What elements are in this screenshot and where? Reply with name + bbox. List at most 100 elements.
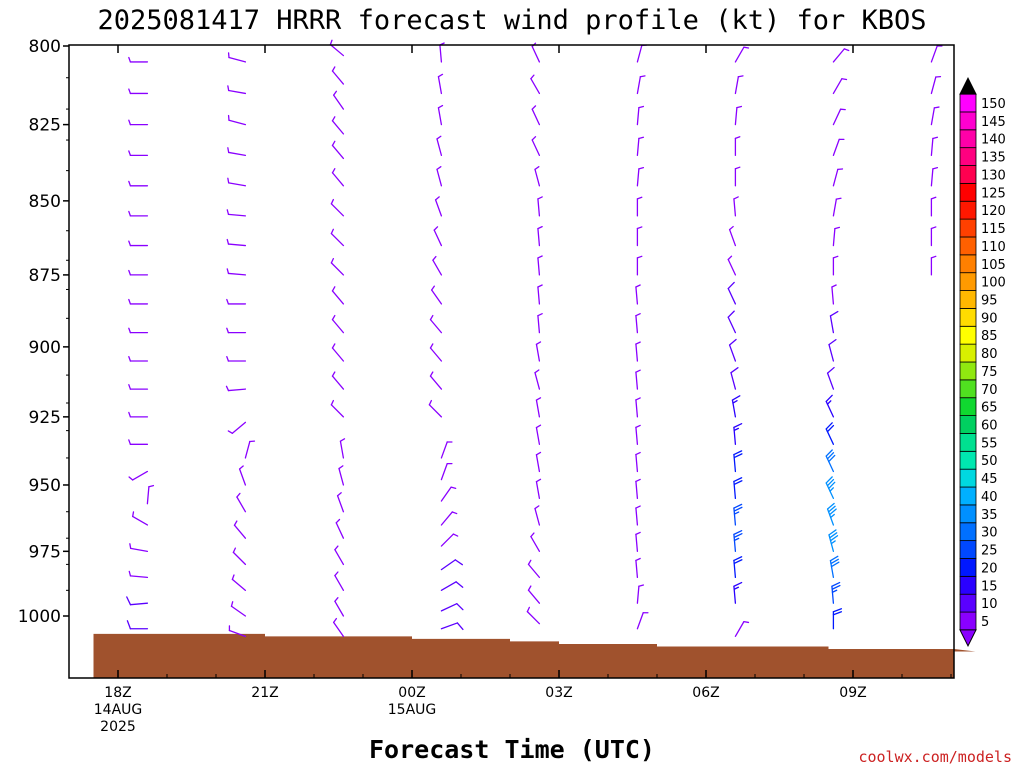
x-tick-label: 03Z	[545, 685, 572, 701]
barb-half-feather	[331, 371, 336, 377]
wind-barb	[332, 617, 345, 638]
wind-barb	[331, 140, 345, 160]
wind-barb	[330, 257, 345, 276]
barb-staff	[228, 629, 247, 638]
barb-feather	[733, 477, 743, 483]
wind-barb	[727, 281, 737, 305]
wind-barb	[636, 136, 645, 157]
barb-half-feather	[226, 355, 230, 362]
barb-half-feather	[635, 531, 641, 536]
wind-barb	[226, 238, 247, 247]
wind-barb	[930, 226, 937, 247]
colorbar-label: 85	[981, 329, 998, 344]
wind-barb	[429, 314, 443, 334]
wind-barb	[128, 240, 149, 247]
barb-staff	[335, 522, 345, 539]
barb-staff	[635, 533, 639, 552]
wind-barb	[231, 574, 247, 591]
wind-barb	[734, 136, 741, 157]
colorbar-swatch	[959, 593, 977, 613]
barb-feather	[832, 608, 843, 613]
wind-barb	[126, 620, 149, 630]
barb-staff	[330, 262, 345, 276]
barb-half-feather	[831, 284, 837, 288]
wind-barb	[331, 116, 345, 135]
barb-staff	[330, 404, 345, 418]
barb-half-feather	[226, 268, 230, 275]
wind-barb	[733, 477, 743, 500]
wind-barb	[635, 451, 641, 473]
colorbar-swatch	[959, 290, 977, 309]
colorbar-label: 55	[981, 436, 998, 451]
wind-barb	[227, 421, 247, 434]
barb-staff	[238, 468, 247, 486]
barb-staff	[230, 605, 247, 617]
y-axis: 800 825 850 875 900 925 950 975 1000	[18, 37, 69, 627]
barb-staff	[429, 375, 443, 390]
barb-feather	[454, 559, 464, 566]
barb-staff	[132, 470, 149, 481]
barb-staff	[233, 524, 247, 539]
barb-staff	[535, 480, 541, 500]
barb-staff	[231, 578, 247, 591]
barb-staff	[227, 388, 247, 392]
y-tick-label: 1000	[18, 607, 61, 627]
wind-barb	[832, 108, 846, 126]
barb-feather	[733, 423, 743, 429]
wind-barb	[329, 39, 345, 57]
wind-barb	[432, 255, 443, 276]
barb-staff	[832, 168, 839, 187]
barb-staff	[129, 575, 149, 579]
wind-barb	[832, 226, 841, 247]
barb-half-feather	[635, 451, 641, 456]
barb-half-feather	[834, 226, 841, 230]
wind-barb	[930, 45, 943, 63]
barb-staff	[331, 375, 345, 390]
wind-barb	[126, 596, 149, 606]
wind-barb	[128, 180, 149, 187]
barb-feather	[831, 584, 841, 590]
barb-feather	[456, 622, 464, 631]
colorbar-label: 40	[981, 490, 998, 505]
barb-staff	[832, 48, 845, 63]
barb-half-feather	[933, 106, 940, 109]
wind-barb	[430, 285, 443, 305]
barb-half-feather	[331, 66, 336, 72]
barb-staff	[636, 137, 640, 157]
colorbar-swatch	[959, 611, 977, 631]
barb-staff	[534, 372, 541, 390]
wind-barb	[636, 75, 646, 95]
barb-half-feather	[639, 75, 646, 78]
barb-half-feather	[128, 476, 134, 481]
barb-half-feather	[534, 166, 540, 171]
colorbar-label: 15	[981, 579, 998, 594]
colorbar-label: 70	[981, 383, 998, 398]
barb-half-feather	[128, 180, 132, 187]
barb-staff	[440, 603, 458, 612]
barb-staff	[336, 495, 345, 513]
wind-barb	[526, 606, 541, 625]
barb-half-feather	[932, 166, 939, 170]
barb-half-feather	[128, 411, 132, 418]
barb-feather	[827, 505, 836, 513]
wind-barb	[330, 228, 345, 247]
barb-half-feather	[743, 46, 750, 49]
colorbar-label: 65	[981, 401, 998, 416]
barb-staff	[228, 89, 247, 95]
barb-staff	[332, 621, 345, 638]
colorbar-swatch	[959, 540, 977, 559]
wind-barb	[733, 196, 739, 217]
barb-feather	[733, 450, 743, 456]
wind-barb	[331, 168, 345, 187]
wind-barb	[429, 343, 443, 362]
barb-staff	[330, 232, 345, 247]
wind-barb	[227, 114, 247, 126]
barb-staff	[635, 315, 639, 334]
barb-half-feather	[737, 75, 744, 78]
barb-staff	[231, 421, 247, 434]
barb-feather	[733, 559, 743, 565]
barb-half-feather	[128, 384, 132, 390]
wind-barb	[132, 511, 149, 526]
wind-barb	[440, 533, 459, 547]
barb-staff	[535, 426, 541, 445]
